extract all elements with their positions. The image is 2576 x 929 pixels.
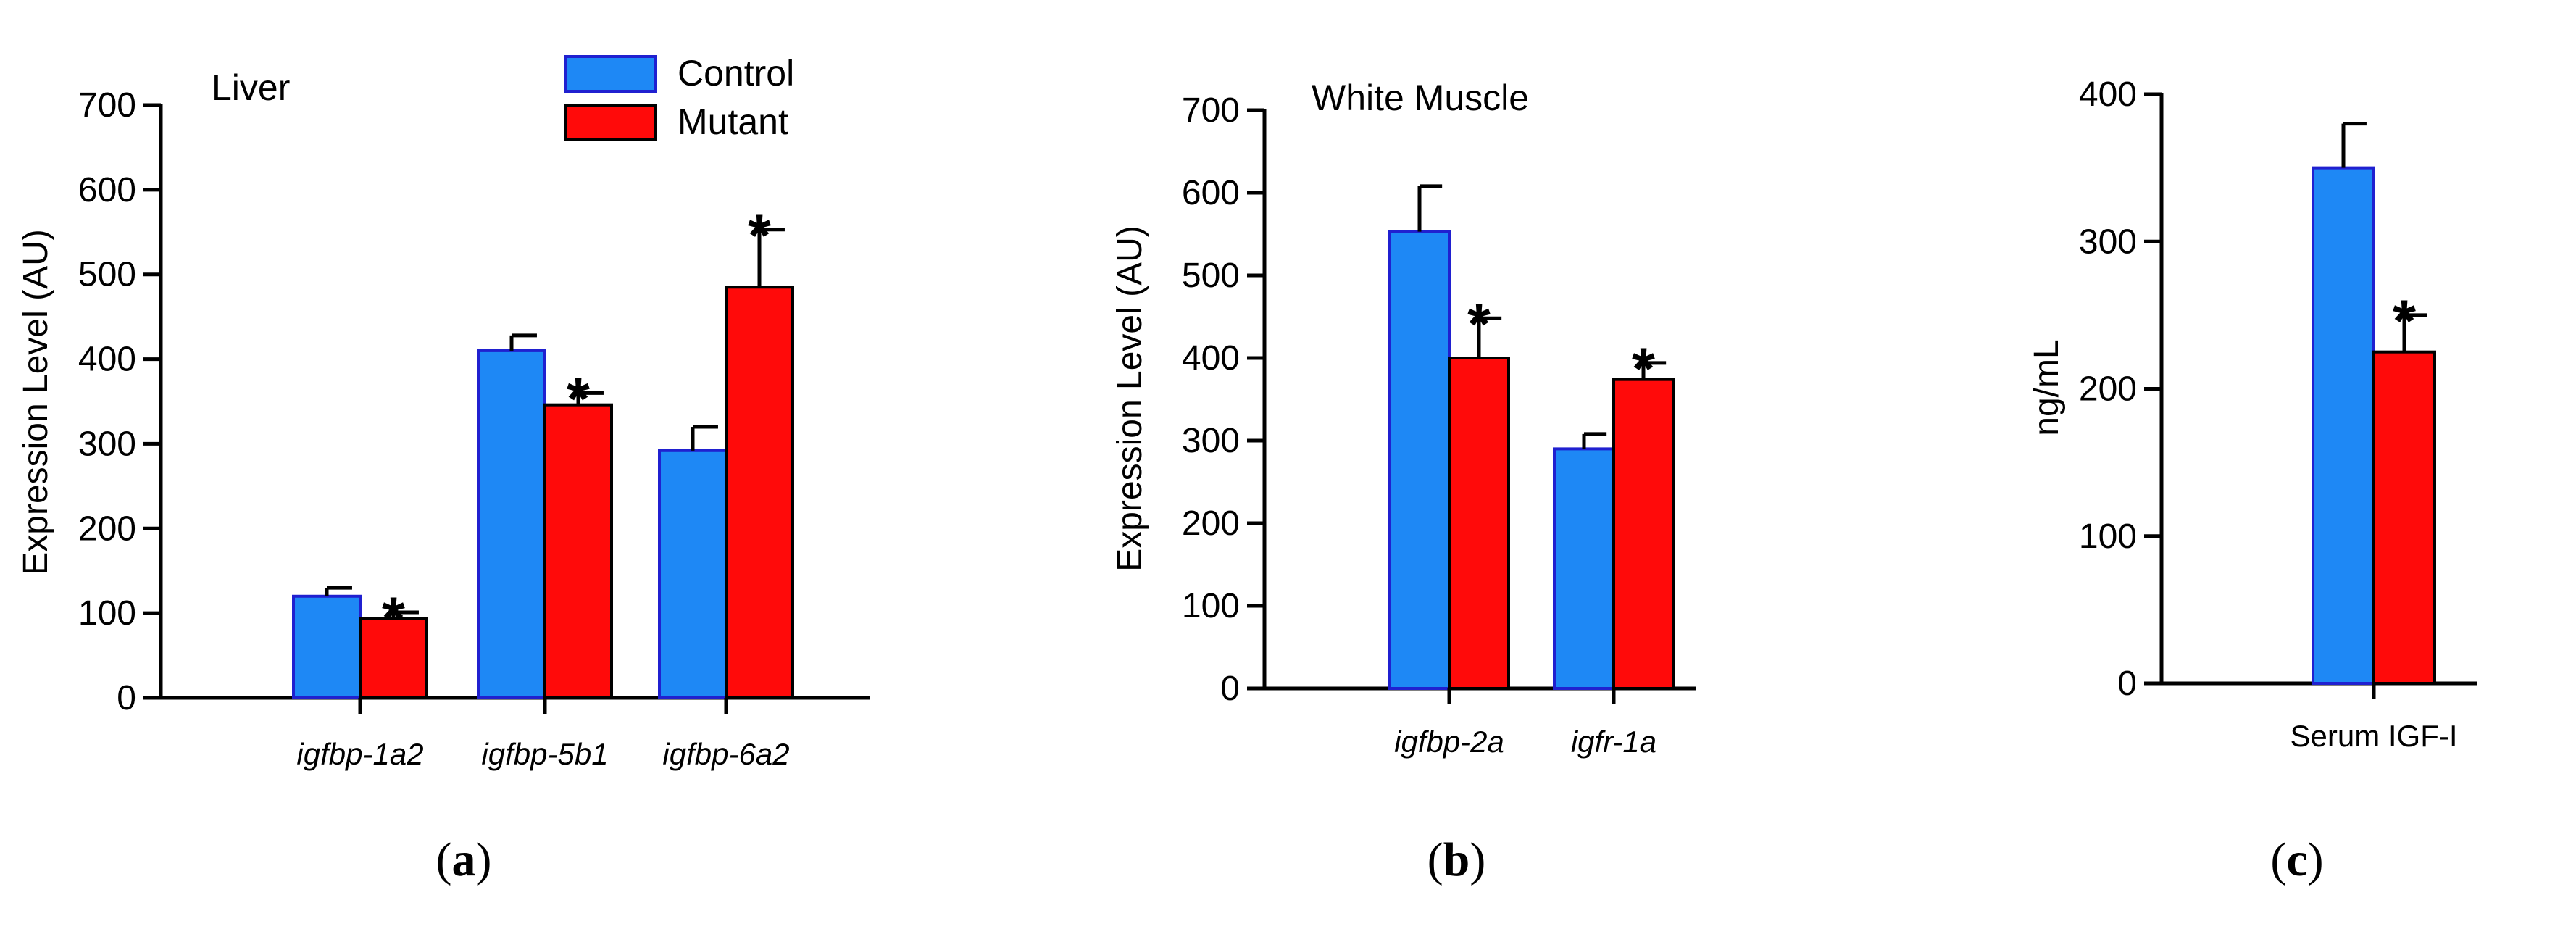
significance-star: * — [382, 586, 405, 651]
y-tick-label: 700 — [1182, 91, 1240, 130]
panel-title: White Muscle — [1312, 78, 1529, 118]
caption-letter: a — [452, 833, 476, 886]
chart-panel-c: 0 100 200 300 400 ng/mL * Serum IGF-I (c) — [2027, 75, 2477, 886]
bar-mutant-igfbp-2a — [1448, 357, 1510, 690]
caption-paren-open: ( — [2270, 833, 2286, 886]
legend-label-control: Control — [678, 53, 794, 93]
y-tick-label: 600 — [78, 171, 136, 209]
caption-letter: b — [1443, 833, 1470, 886]
y-tick-label: 400 — [2079, 75, 2137, 114]
bar-control-igfbp-2a — [1388, 230, 1451, 690]
y-tick-label: 700 — [78, 86, 136, 125]
significance-star: * — [748, 203, 771, 269]
y-tick-label: 300 — [78, 425, 136, 463]
chart-panel-a: 0 100 200 300 400 500 600 700 Expression Level (… — [17, 67, 870, 886]
bar-mutant-serum-igf-i — [2372, 350, 2436, 685]
x-category-label: igfr-1a — [1571, 725, 1656, 759]
legend-label-mutant: Mutant — [678, 101, 788, 142]
y-tick-label: 400 — [1182, 339, 1240, 378]
caption-paren-open: ( — [1427, 833, 1443, 886]
y-axis-title: ng/mL — [2027, 339, 2066, 436]
y-tick-label: 100 — [1182, 587, 1240, 625]
significance-star: * — [567, 366, 590, 432]
y-tick-label: 500 — [78, 256, 136, 294]
panel-caption: (b) — [1427, 833, 1486, 886]
x-category-label: igfbp-5b1 — [481, 737, 608, 771]
y-tick-label: 0 — [1220, 670, 1240, 708]
legend-swatch-mutant — [564, 104, 657, 141]
significance-star: * — [1467, 291, 1491, 357]
bar-mutant-igfbp-6a2 — [725, 286, 794, 699]
caption-letter: c — [2286, 833, 2307, 886]
x-category-label: igfbp-6a2 — [662, 737, 789, 771]
caption-paren-close: ) — [476, 833, 492, 886]
panel-caption: (c) — [2270, 833, 2323, 886]
caption-paren-open: ( — [436, 833, 452, 886]
y-tick-label: 200 — [1182, 504, 1240, 543]
y-tick-label: 500 — [1182, 257, 1240, 295]
x-category-label: Serum IGF-I — [2290, 719, 2457, 753]
significance-star: * — [1632, 336, 1655, 402]
y-tick-label: 600 — [1182, 174, 1240, 212]
panel-caption: (a) — [436, 833, 492, 886]
bar-mutant-igfr-1a — [1612, 378, 1675, 690]
y-tick-label: 200 — [2079, 370, 2137, 409]
bar-control-igfr-1a — [1553, 447, 1615, 691]
y-tick-label: 100 — [78, 594, 136, 633]
panel-title: Liver — [212, 67, 290, 108]
y-tick-label: 300 — [1182, 422, 1240, 460]
y-tick-label: 300 — [2079, 222, 2137, 261]
x-category-label: igfbp-2a — [1394, 725, 1504, 759]
y-tick-label: 0 — [117, 679, 136, 717]
x-category-label: igfbp-1a2 — [296, 737, 423, 771]
bar-mutant-igfbp-1a2 — [359, 617, 428, 700]
chart-panel-b: 0 100 200 300 400 500 600 700 Expression Level (… — [1111, 78, 1696, 886]
caption-paren-close: ) — [1470, 833, 1485, 886]
y-tick-label: 400 — [78, 341, 136, 379]
bar-control-igfbp-1a2 — [292, 594, 362, 699]
y-tick-label: 0 — [2117, 665, 2137, 703]
caption-paren-close: ) — [2308, 833, 2324, 886]
legend: Control Mutant — [564, 53, 794, 142]
bar-mutant-igfbp-5b1 — [543, 403, 613, 699]
legend-swatch-control — [564, 55, 657, 93]
y-axis-title: Expression Level (AU) — [1111, 225, 1149, 572]
y-tick-label: 200 — [78, 509, 136, 548]
y-tick-label: 100 — [2079, 517, 2137, 556]
bar-control-serum-igf-i — [2312, 166, 2375, 685]
bar-control-igfbp-5b1 — [477, 349, 546, 699]
y-axis-title: Expression Level (AU) — [17, 229, 55, 575]
significance-star: * — [2393, 288, 2416, 354]
bar-control-igfbp-6a2 — [658, 449, 728, 700]
